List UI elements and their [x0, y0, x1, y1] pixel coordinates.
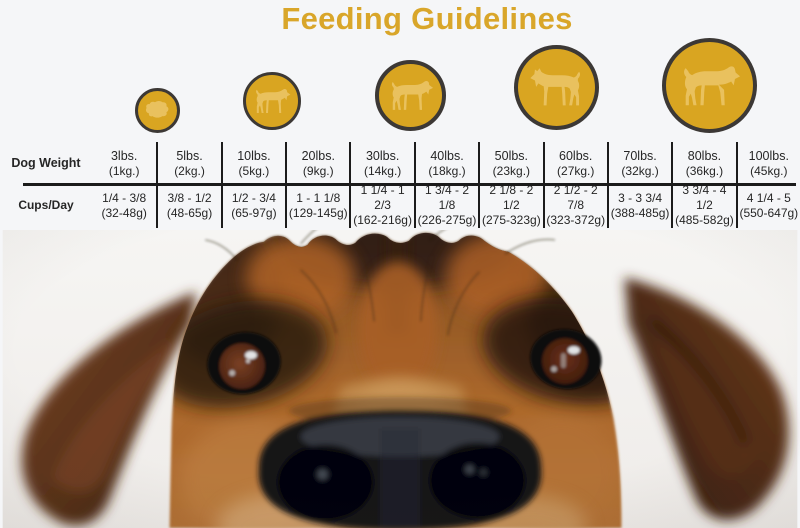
cups-value-cell-2: 1/2 - 3/4 (65-97g)	[220, 183, 285, 228]
dog-size-xl-icon	[662, 38, 757, 133]
dog-size-xs-icon	[135, 88, 180, 133]
photo-vignette	[2, 230, 798, 528]
cups-value-cell-3: 1 - 1 1/8 (129-145g)	[285, 183, 349, 228]
dog-size-s-icon	[243, 72, 301, 130]
weight-header-cell-7: 60lbs. (27kg.)	[542, 142, 607, 183]
dog-silhouette-xlarge-icon	[683, 65, 740, 105]
cups-value-cell-10: 4 1/4 - 5 (550-647g)	[735, 183, 800, 228]
cups-value-cell-5: 1 3/4 - 2 1/8 (226-275g)	[413, 183, 478, 228]
weight-header-cell-9: 80lbs. (36kg.)	[671, 142, 735, 183]
cups-value-cell-7: 2 1/2 - 2 7/8 (323-372g)	[542, 183, 607, 228]
dog-size-l-icon	[514, 45, 599, 130]
weight-header-row: Dog Weight 3lbs. (1kg.) 5lbs. (2kg.) 10lbs.(…	[0, 142, 800, 183]
cups-value-cell-8: 3 - 3 3/4 (388-485g)	[606, 183, 671, 228]
page-title: Feeding Guidelines	[281, 1, 573, 36]
weight-row-label: Dog Weight	[11, 156, 81, 170]
weight-header-cell-0: 3lbs. (1kg.)	[108, 148, 140, 178]
weight-header-cell-2: 10lbs. (5kg.)	[220, 142, 285, 183]
weight-header-cell-4: 30lbs. (14kg.)	[349, 142, 413, 183]
weight-header-cell-1: 5lbs. (2kg.)	[156, 142, 220, 183]
feeding-table: Dog Weight 3lbs. (1kg.) 5lbs. (2kg.) 10lbs.(…	[0, 142, 800, 230]
dog-silhouette-medium-icon	[391, 81, 433, 110]
cups-value-cell-9: 3 3/4 - 4 1/2 (485-582g)	[671, 183, 735, 228]
dog-silhouette-small-icon	[145, 100, 168, 118]
cups-value-cell-1: 3/8 - 1/2 (48-65g)	[156, 183, 220, 228]
cups-value-cell-4: 1 1/4 - 1 2/3 (162-216g)	[349, 183, 413, 228]
weight-header-cell-6: 50lbs. (23kg.)	[478, 142, 542, 183]
cups-value-cell-0: 1/4 - 3/8 (32-48g)	[101, 190, 147, 220]
weight-header-cell-8: 70lbs. (32kg.)	[606, 142, 671, 183]
dog-face-illustration	[2, 230, 798, 528]
weight-header-cell-5: 40lbs. (18kg.)	[413, 142, 478, 183]
weight-header-cell-3: 20lbs. (9kg.)	[285, 142, 349, 183]
cups-per-day-row: Cups/Day 1/4 - 3/8 (32-48g) 3/8 - 1/2 (48-6…	[0, 183, 800, 228]
dog-silhouette-large-icon	[529, 67, 580, 105]
weight-header-cell-10: 100lbs. (45kg.)	[735, 142, 800, 183]
table-divider-line	[23, 183, 796, 186]
cups-row-label: Cups/Day	[18, 198, 74, 212]
dog-silhouette-medium-icon	[256, 88, 291, 113]
dog-photo	[0, 230, 800, 528]
dog-size-m-icon	[375, 60, 446, 131]
cups-value-cell-6: 2 1/8 - 2 1/2 (275-323g)	[478, 183, 542, 228]
